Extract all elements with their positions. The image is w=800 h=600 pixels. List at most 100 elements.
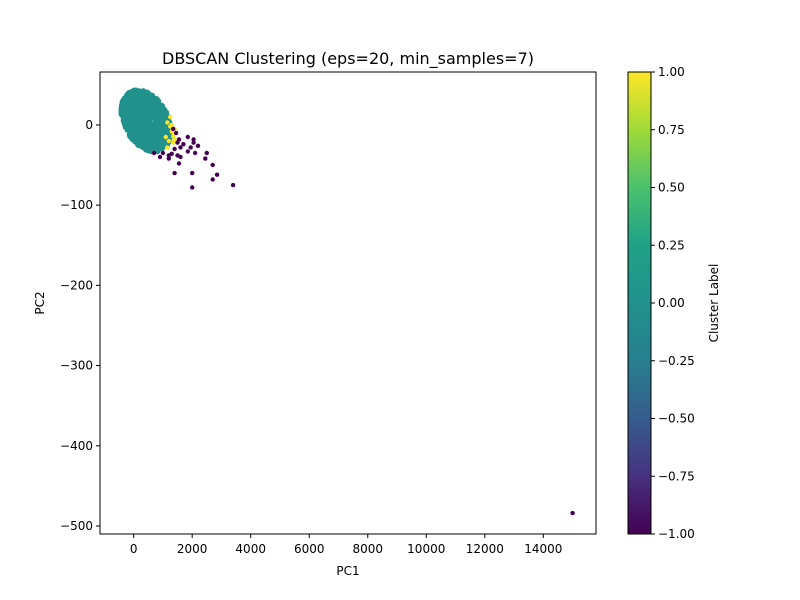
noise-point [191,140,196,145]
cluster-0-point [126,105,132,111]
x-tick-label: 4000 [235,542,266,556]
cluster-1-point [168,114,173,120]
plot-frame [99,71,597,535]
cluster-0-point [121,121,127,126]
cluster-0-point [125,97,130,102]
cluster-0-point [133,128,138,133]
y-tick-label: −300 [60,359,93,373]
cluster-0-point [142,141,148,146]
cluster-0-point [137,100,142,106]
x-axis-ticks: 0 2000 4000 6000 8000 10000 12000 14000 [130,534,562,556]
cluster-0-point [140,135,145,140]
cluster-0-point [153,126,159,131]
cluster-0-point [138,114,144,119]
cluster-0-point [121,97,126,102]
y-tick-label: −400 [60,439,93,453]
cluster-0-point [135,105,140,111]
noise-point [192,150,198,156]
noise-point [157,154,163,160]
cluster-1-point [163,134,168,140]
noise-point [176,161,182,166]
cluster-0-point [132,107,137,113]
colorbar-tick-label: 0.00 [658,296,685,310]
x-tick-label: 14000 [524,542,562,556]
noise-point [210,177,215,182]
cluster-1-point [165,120,170,125]
cluster-0-point [164,110,170,115]
cluster-0-point [137,123,142,128]
colorbar-label: Cluster Label [707,264,721,343]
cluster-0-point [125,126,130,132]
y-tick-label: −200 [60,278,93,292]
cluster-0-point [128,99,134,104]
cluster-0-point [158,117,164,122]
cluster-0-point [153,130,158,135]
cluster-0-point [157,143,162,148]
cluster-0-point [143,115,148,120]
cluster-0-point [142,130,148,136]
x-tick-label: 6000 [294,542,325,556]
cluster-0-point [143,105,149,110]
cluster-0-point [138,129,143,134]
cluster-0-point [160,107,165,112]
cluster-1-point [169,122,174,128]
cluster-0-point [134,140,139,145]
cluster-0-point [127,111,132,117]
noise-point [160,150,166,156]
cluster-0-point [133,118,138,123]
noise-point [172,146,177,152]
cluster-0-point [154,110,160,115]
cluster-1-point [172,137,177,142]
x-tick-label: 10000 [407,542,445,556]
cluster-0-point [147,147,152,153]
cluster-0-point [131,91,136,96]
cluster-0-point [133,98,138,104]
noise-point [188,145,193,150]
cluster-0-point [151,96,157,101]
noise-point [151,150,157,156]
cluster-0-point [155,117,160,122]
noise-point [195,143,201,148]
colorbar-ticks: 1.00 0.75 0.50 0.25 0.00 −0.25 −0.50 −0.75 −1.00 [651,65,695,541]
noise-point [178,145,183,150]
colorbar-tick-label: −0.25 [658,354,695,368]
cluster-0-point [159,112,165,117]
noise-point [181,142,186,147]
y-axis-label: PC2 [33,291,47,314]
y-tick-label: −500 [60,519,93,533]
colorbar-tick-label: 0.75 [658,123,685,137]
noise-point [178,154,183,160]
colorbar-tick-label: 0.50 [658,181,685,195]
cluster-0-point [156,139,162,144]
noise-point [166,153,171,158]
cluster-0-point [146,124,151,130]
noise-point [171,126,176,132]
y-axis-ticks: 0 −100 −200 −300 −400 −500 [60,118,100,533]
cluster-0-point [134,135,139,140]
noise-point [190,170,195,176]
cluster-0-point [152,135,157,140]
colorbar-tick-label: 1.00 [658,65,685,79]
cluster-0-point [144,120,150,126]
cluster-0-point [123,114,128,119]
cluster-0-point [122,109,127,115]
y-tick-label: 0 [85,118,93,132]
noise-point [570,510,575,516]
x-tick-label: 0 [130,542,138,556]
cluster-0-point [119,113,124,118]
cluster-1-point [165,145,170,150]
colorbar-tick-label: −0.50 [658,412,695,426]
cluster-0-point [129,132,134,137]
noise-point [204,150,209,156]
cluster-0-point [134,112,139,117]
noise-point [214,172,220,177]
cluster-0-point [156,133,161,138]
noise-point [203,156,208,161]
noise-point [173,130,179,136]
noise-point [210,162,215,168]
noise-point [190,185,195,190]
cluster-0-point [144,95,149,100]
noise-point [172,170,177,176]
y-tick-label: −100 [60,198,93,212]
